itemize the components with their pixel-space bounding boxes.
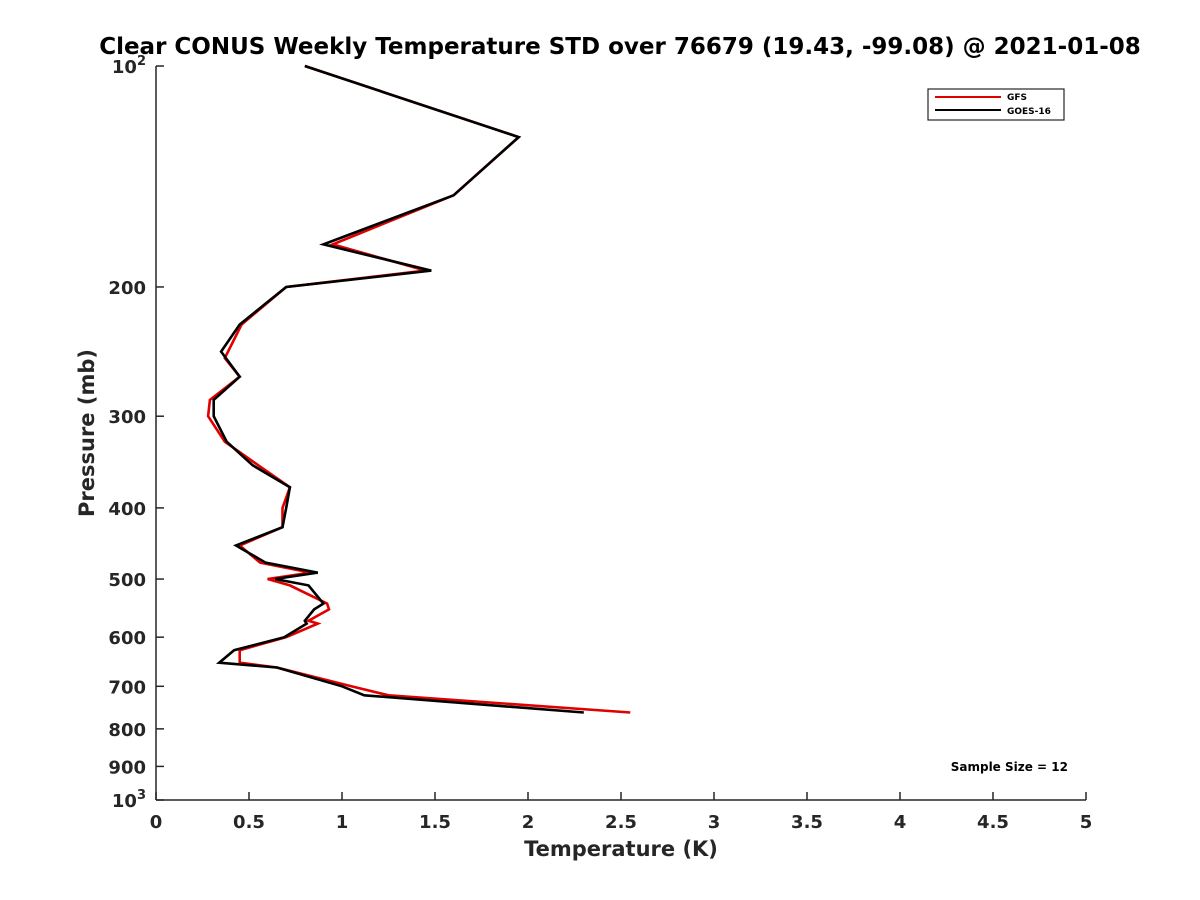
series-line-gfs	[206, 64, 631, 714]
series-line-goes16	[212, 64, 584, 714]
y-tick-label: 800	[108, 720, 146, 741]
chart-title: Clear CONUS Weekly Temperature STD over …	[99, 34, 1141, 60]
series-layer	[206, 64, 631, 714]
x-ticks: 0 0.5 1 1.5 2 2.5 3 3.5 4 4.5 5	[150, 792, 1093, 833]
x-tick-label: 3	[708, 812, 721, 833]
x-tick-label: 4.5	[977, 812, 1009, 833]
y-tick-label: 400	[108, 499, 146, 520]
y-tick-label: 700	[108, 677, 146, 698]
x-tick-label: 2.5	[605, 812, 637, 833]
y-tick-label: 900	[108, 757, 146, 778]
x-tick-label: 0.5	[233, 812, 265, 833]
x-axis-title: Temperature (K)	[524, 837, 718, 861]
y-tick-label: 102	[112, 54, 146, 78]
x-tick-label: 1	[336, 812, 349, 833]
y-tick-label: 300	[108, 407, 146, 428]
x-tick-label: 2	[522, 812, 535, 833]
sample-size-annotation: Sample Size = 12	[951, 760, 1068, 774]
y-tick-label: 600	[108, 628, 146, 649]
plot-area	[155, 66, 1086, 801]
y-axis-title: Pressure (mb)	[75, 349, 99, 517]
x-tick-label: 1.5	[419, 812, 451, 833]
y-tick-label: 103	[112, 788, 146, 812]
legend-box	[927, 88, 1065, 121]
legend: GFS GOES-16	[927, 88, 1065, 121]
y-tick-label: 200	[108, 278, 146, 299]
y-tick-label: 500	[108, 570, 146, 591]
x-tick-label: 3.5	[791, 812, 823, 833]
x-tick-label: 5	[1080, 812, 1093, 833]
y-ticks: 102 200 300 400 500 600 700 800 900 103	[108, 54, 164, 812]
legend-label-goes16: GOES-16	[1007, 107, 1051, 117]
x-tick-label: 0	[150, 812, 163, 833]
x-tick-label: 4	[894, 812, 907, 833]
legend-label-gfs: GFS	[1007, 93, 1027, 103]
